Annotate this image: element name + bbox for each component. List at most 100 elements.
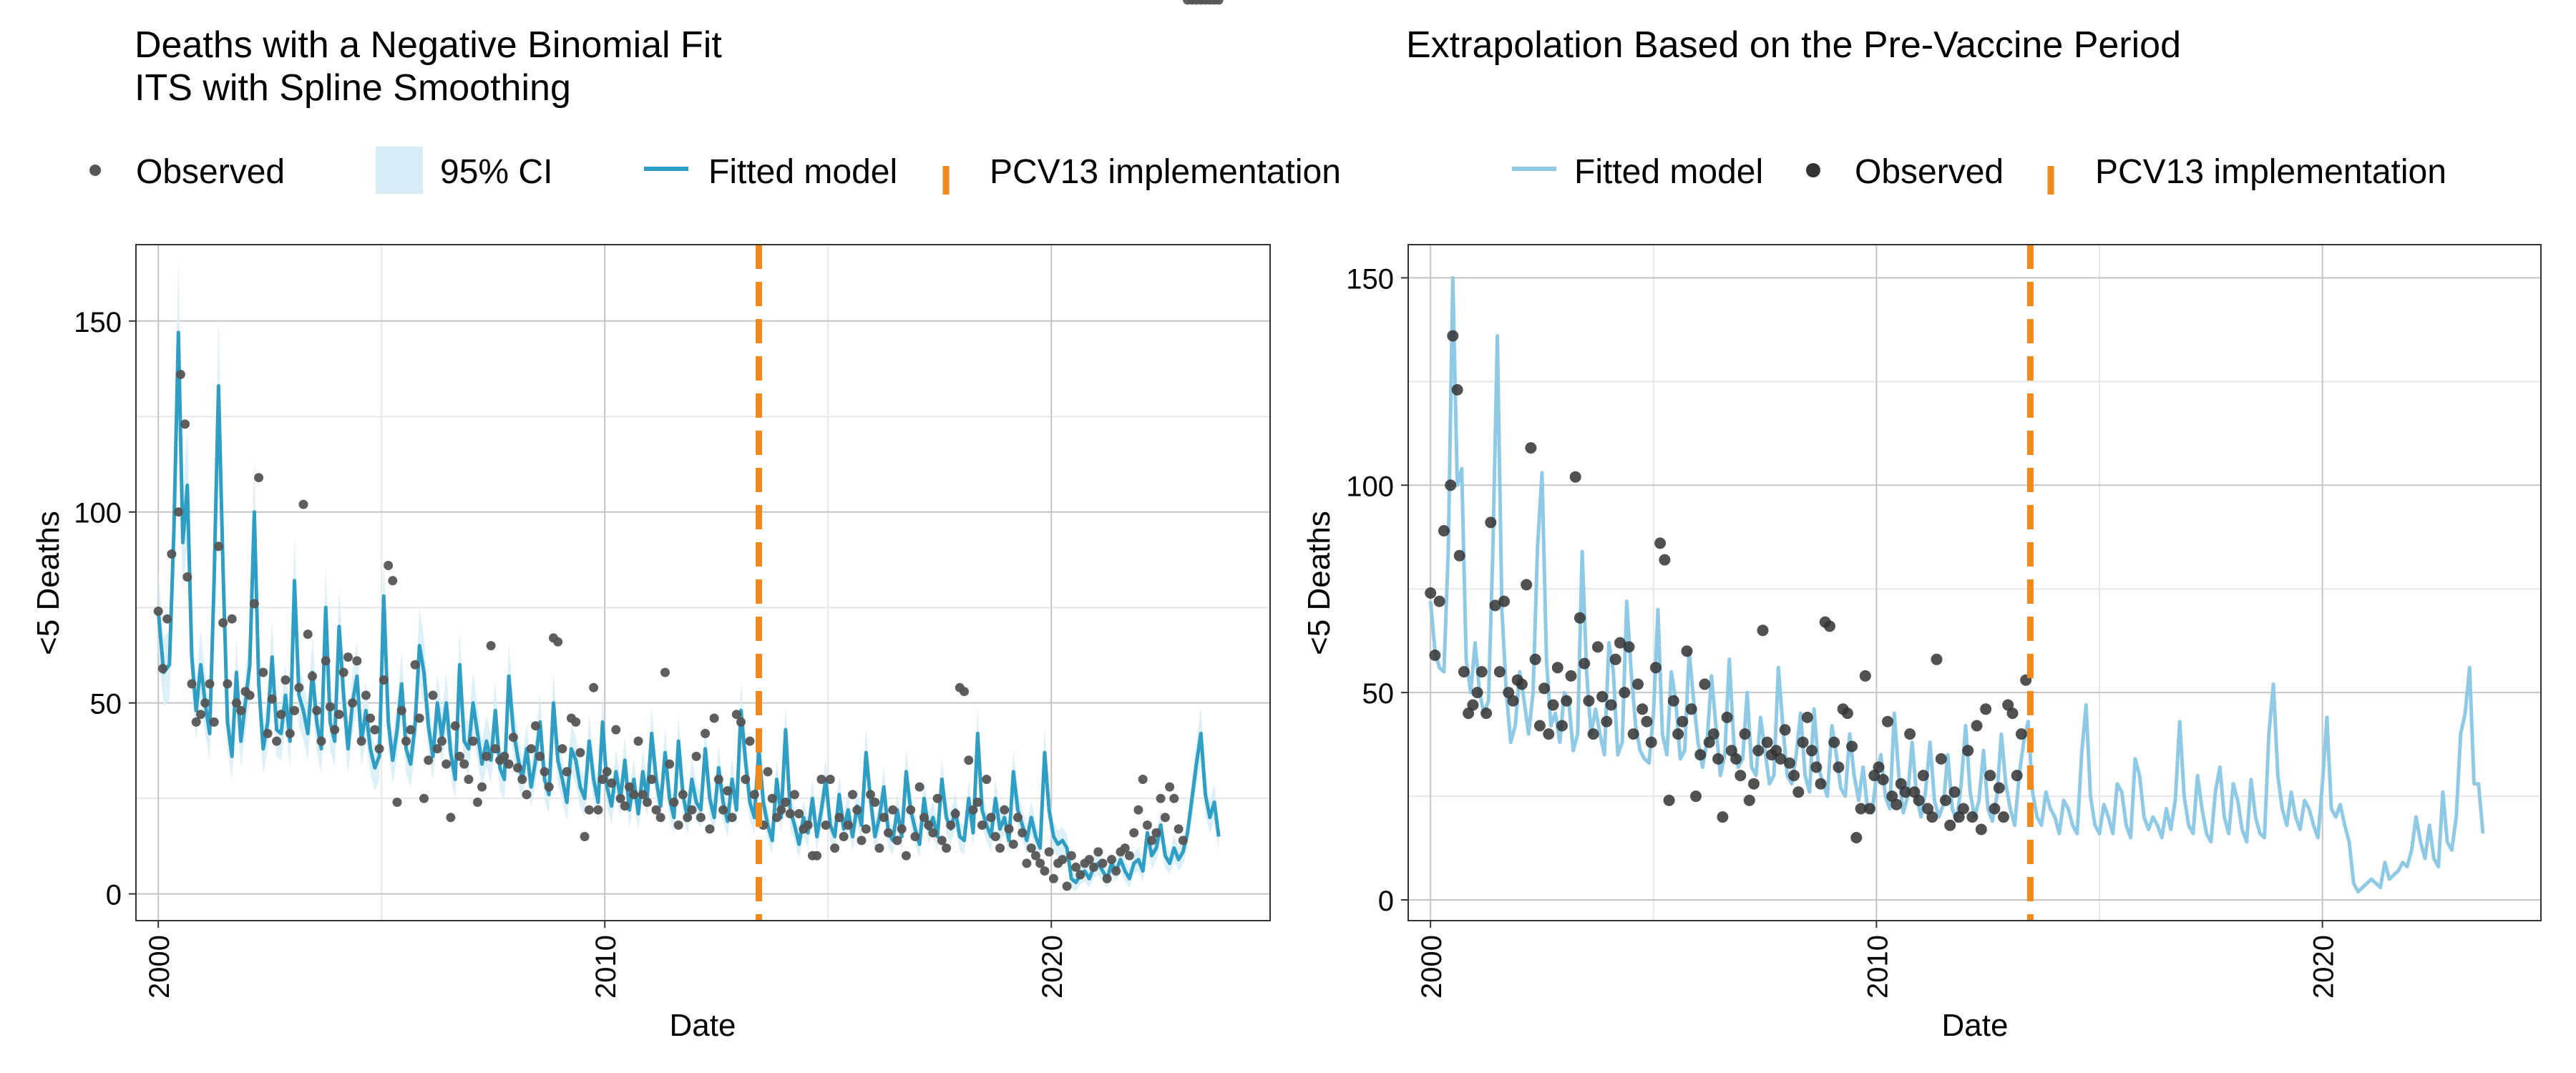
observed-point xyxy=(1685,703,1697,715)
observed-point xyxy=(1993,782,2005,794)
observed-point xyxy=(1743,794,1755,806)
observed-point xyxy=(718,805,728,815)
observed-point xyxy=(513,763,522,773)
observed-point xyxy=(575,748,585,758)
observed-point xyxy=(1926,811,1938,823)
observed-point xyxy=(1102,873,1112,883)
observed-point xyxy=(709,713,719,723)
observed-point xyxy=(1169,793,1179,803)
observed-point xyxy=(388,576,398,586)
observed-point xyxy=(1035,858,1045,868)
observed-point xyxy=(789,790,799,800)
observed-point xyxy=(870,798,880,807)
observed-point xyxy=(1783,757,1795,769)
observed-point xyxy=(1156,793,1166,803)
observed-point xyxy=(1098,858,1108,868)
observed-point xyxy=(1507,695,1519,707)
observed-point xyxy=(1944,819,1956,831)
observed-point xyxy=(1735,770,1747,782)
observed-point xyxy=(1453,549,1465,562)
observed-point xyxy=(995,843,1005,853)
observed-point xyxy=(1841,707,1853,720)
observed-point xyxy=(816,775,826,784)
x-tick-label: 2000 xyxy=(1416,935,1448,999)
observed-point xyxy=(620,801,630,811)
observed-point xyxy=(673,820,683,830)
observed-point xyxy=(741,775,751,784)
observed-point xyxy=(906,805,916,815)
observed-point xyxy=(879,813,889,823)
observed-point xyxy=(897,824,907,834)
observed-point xyxy=(584,805,594,815)
observed-point xyxy=(1493,666,1506,678)
observed-point xyxy=(1467,699,1479,711)
observed-point xyxy=(1663,794,1675,806)
observed-point xyxy=(1761,736,1773,748)
observed-point xyxy=(153,607,163,616)
observed-point xyxy=(276,710,286,720)
observed-point xyxy=(303,629,313,640)
x-tick-label: 2010 xyxy=(590,935,622,999)
observed-point xyxy=(245,690,255,700)
observed-point xyxy=(464,775,474,784)
observed-point xyxy=(2006,707,2019,720)
observed-point xyxy=(526,744,536,754)
observed-point xyxy=(1904,728,1916,740)
observed-point xyxy=(687,805,697,815)
observed-point xyxy=(1044,847,1054,857)
observed-point xyxy=(1583,695,1595,707)
observed-point xyxy=(1026,843,1036,853)
observed-point xyxy=(482,751,492,761)
observed-point xyxy=(964,755,974,765)
observed-point xyxy=(419,793,429,803)
observed-point xyxy=(950,809,960,818)
observed-point xyxy=(1846,740,1858,753)
observed-point xyxy=(812,851,822,861)
observed-point xyxy=(1873,761,1885,773)
legend-fitted-label: Fitted model xyxy=(1574,153,1763,191)
observed-point xyxy=(441,759,452,769)
observed-point xyxy=(1004,824,1014,834)
left-y-axis-title: <5 Deaths xyxy=(31,511,66,655)
observed-point xyxy=(1935,753,1947,765)
x-tick-label: 2020 xyxy=(1037,935,1068,999)
observed-point xyxy=(218,618,228,628)
observed-point xyxy=(175,370,185,379)
observed-point xyxy=(1815,778,1827,790)
observed-point xyxy=(1075,870,1085,880)
observed-point xyxy=(173,507,183,517)
observed-point xyxy=(1957,803,1969,815)
left-chart-title-line-2: ITS with Spline Smoothing xyxy=(135,67,571,109)
observed-point xyxy=(655,813,665,823)
legend-fitted-label: Fitted model xyxy=(708,153,897,191)
observed-point xyxy=(884,828,893,838)
observed-point xyxy=(182,572,192,582)
observed-point xyxy=(157,664,167,674)
observed-point xyxy=(1712,753,1724,765)
y-tick-label: 150 xyxy=(74,307,122,338)
observed-point xyxy=(919,813,929,823)
observed-point xyxy=(937,836,947,846)
observed-point xyxy=(1694,749,1707,761)
observed-point xyxy=(1529,653,1541,665)
observed-point xyxy=(294,682,304,692)
observed-point xyxy=(187,679,197,689)
observed-point xyxy=(1699,678,1711,690)
observed-point xyxy=(472,798,482,807)
observed-point xyxy=(705,824,715,834)
observed-point xyxy=(1538,682,1551,695)
observed-point xyxy=(1561,695,1573,707)
observed-point xyxy=(1641,715,1653,727)
observed-point xyxy=(1971,720,1983,732)
observed-point xyxy=(593,805,603,815)
observed-point xyxy=(1433,595,1445,607)
observed-point xyxy=(888,805,898,815)
observed-point xyxy=(254,473,264,483)
observed-point xyxy=(428,690,438,700)
observed-point xyxy=(1547,699,1559,711)
observed-point xyxy=(1632,678,1644,690)
observed-point xyxy=(312,705,322,715)
observed-point xyxy=(1596,690,1609,702)
observed-point xyxy=(1111,866,1121,876)
right-x-axis: 2000 2010 2020 xyxy=(1416,921,2340,999)
